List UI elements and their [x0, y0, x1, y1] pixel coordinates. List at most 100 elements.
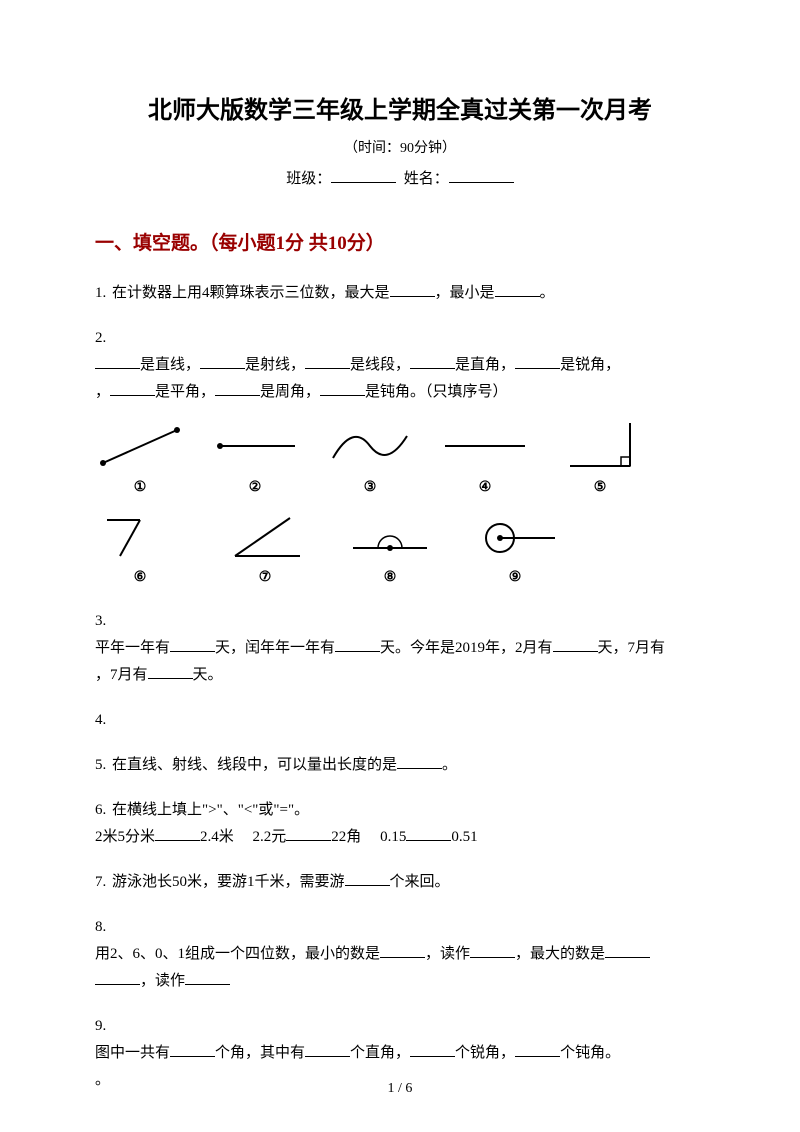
exam-title: 北师大版数学三年级上学期全真过关第一次月考 — [95, 90, 705, 125]
question-2: 2. 是直线，是射线，是线段，是直角，是锐角， ，是平角，是周角，是钝角。（只填… — [95, 325, 705, 590]
q2-t3: 是线段， — [350, 357, 410, 373]
q9-t2: 个角，其中有 — [215, 1045, 305, 1061]
q1-num: 1. — [95, 285, 106, 301]
q9-t4: 个锐角， — [455, 1045, 515, 1061]
line-icon — [440, 418, 530, 473]
acute-angle-icon — [220, 508, 310, 563]
q7-t1: 游泳池长50米，要游1千米，需要游 — [112, 874, 345, 890]
exam-time: （时间：90分钟） — [95, 137, 705, 157]
full-angle-icon — [470, 508, 560, 563]
class-blank[interactable] — [331, 167, 396, 183]
q8-b3b[interactable] — [95, 969, 140, 985]
curve-icon — [325, 418, 415, 473]
q3-b4[interactable] — [148, 663, 193, 679]
q6-b3[interactable] — [406, 825, 451, 841]
name-blank[interactable] — [449, 167, 514, 183]
q2-blank7[interactable] — [215, 380, 260, 396]
figure-6: ⑥ — [95, 508, 185, 590]
q2-t5: 是锐角， — [560, 357, 620, 373]
q6-a2: 2.4米 — [200, 829, 234, 845]
q9-t3: 个直角， — [350, 1045, 410, 1061]
q8-t1: 用2、6、0、1组成一个四位数，最小的数是 — [95, 946, 380, 962]
question-7: 7. 游泳池长50米，要游1千米，需要游个来回。 — [95, 869, 705, 896]
obtuse-angle-icon — [95, 508, 185, 563]
q2-num: 2. — [95, 330, 106, 346]
student-info: 班级： 姓名： — [95, 167, 705, 188]
q5-b1[interactable] — [397, 753, 442, 769]
fig3-label: ③ — [364, 475, 377, 500]
q1-blank2[interactable] — [495, 281, 540, 297]
q6-c2: 0.51 — [451, 829, 477, 845]
q3-t3: 天。今年是2019年，2月有 — [380, 640, 553, 656]
q3-b2[interactable] — [335, 636, 380, 652]
figure-1: ① — [95, 418, 185, 500]
q1-text2: ，最小是 — [435, 285, 495, 301]
q4-num: 4. — [95, 712, 106, 728]
right-angle-icon — [555, 418, 645, 473]
fig1-label: ① — [134, 475, 147, 500]
q6-b1[interactable] — [155, 825, 200, 841]
q3-b1[interactable] — [170, 636, 215, 652]
q9-t5: 个钝角。 — [560, 1045, 620, 1061]
q8-t3: ，最大的数是 — [515, 946, 605, 962]
q2-t4: 是直角， — [455, 357, 515, 373]
q2-blank2[interactable] — [200, 353, 245, 369]
q6-b2[interactable] — [286, 825, 331, 841]
q8-num: 8. — [95, 919, 106, 935]
q3-t1: 平年一年有 — [95, 640, 170, 656]
q1-text1: 在计数器上用4颗算珠表示三位数，最大是 — [112, 285, 390, 301]
q3-t5: 天。 — [193, 667, 223, 683]
q2-blank8[interactable] — [320, 380, 365, 396]
q2-t7: 是周角， — [260, 384, 320, 400]
figure-2: ② — [210, 418, 300, 500]
q9-b1[interactable] — [170, 1041, 215, 1057]
q1-text3: 。 — [540, 285, 555, 301]
figure-4: ④ — [440, 418, 530, 500]
fig9-label: ⑨ — [509, 565, 522, 590]
q9-b2[interactable] — [305, 1041, 350, 1057]
q3-b3[interactable] — [553, 636, 598, 652]
q3-num: 3. — [95, 613, 106, 629]
q6-b1t: 2.2元 — [253, 829, 287, 845]
question-6: 6. 在横线上填上">"、"<"或"="。 2米5分米2.4米 2.2元22角 … — [95, 797, 705, 851]
q6-intro: 在横线上填上">"、"<"或"="。 — [112, 802, 309, 818]
q7-b1[interactable] — [345, 870, 390, 886]
q2-blank4[interactable] — [410, 353, 455, 369]
ray-icon — [210, 418, 300, 473]
q8-b4[interactable] — [185, 969, 230, 985]
q5-t2: 。 — [442, 757, 457, 773]
question-8: 8. 用2、6、0、1组成一个四位数，最小的数是，读作，最大的数是 ，读作 — [95, 914, 705, 995]
q2-blank6[interactable] — [110, 380, 155, 396]
question-5: 5. 在直线、射线、线段中，可以量出长度的是。 — [95, 752, 705, 779]
class-label: 班级： — [286, 171, 331, 187]
q9-num: 9. — [95, 1018, 106, 1034]
q8-b1[interactable] — [380, 942, 425, 958]
figure-3: ③ — [325, 418, 415, 500]
q2-t6: 是平角， — [155, 384, 215, 400]
q9-b4[interactable] — [515, 1041, 560, 1057]
q2-t8: 是钝角。（只填序号） — [365, 384, 508, 400]
q6-c1: 0.15 — [380, 829, 406, 845]
question-4: 4. — [95, 707, 705, 734]
q8-b2[interactable] — [470, 942, 515, 958]
q1-blank1[interactable] — [390, 281, 435, 297]
q5-num: 5. — [95, 757, 106, 773]
q2-blank1[interactable] — [95, 353, 140, 369]
figure-5: ⑤ — [555, 418, 645, 500]
q8-t4: ，读作 — [140, 973, 185, 989]
q9-b3[interactable] — [410, 1041, 455, 1057]
fig5-label: ⑤ — [594, 475, 607, 500]
section-1-header: 一、填空题。（每小题1分 共10分） — [95, 228, 705, 255]
fig4-label: ④ — [479, 475, 492, 500]
q3-t4b: ，7月有 — [95, 667, 148, 683]
q8-b3[interactable] — [605, 942, 650, 958]
q6-num: 6. — [95, 802, 106, 818]
q3-t4: 天，7月有 — [598, 640, 666, 656]
q2-blank5[interactable] — [515, 353, 560, 369]
question-3: 3. 平年一年有天，闰年年一年有天。今年是2019年，2月有天，7月有 ，7月有… — [95, 608, 705, 689]
figure-7: ⑦ — [220, 508, 310, 590]
q7-num: 7. — [95, 874, 106, 890]
q2-blank3[interactable] — [305, 353, 350, 369]
q9-t1: 图中一共有 — [95, 1045, 170, 1061]
fig2-label: ② — [249, 475, 262, 500]
